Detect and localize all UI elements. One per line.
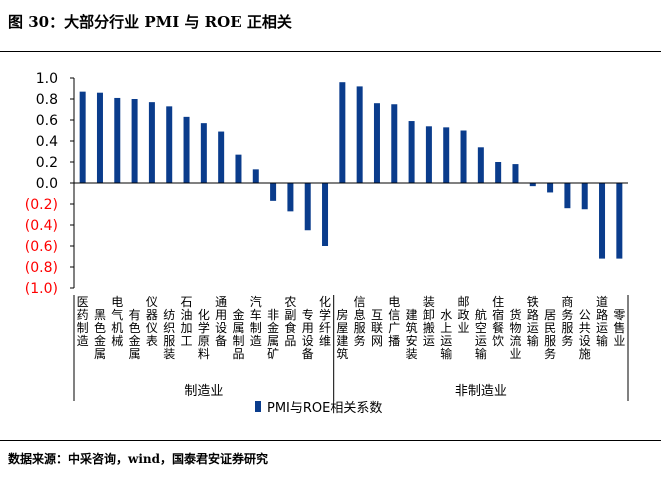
x-tick-label: 邮政业 (458, 295, 470, 335)
bar (547, 183, 554, 193)
y-tick-label: 0.8 (36, 92, 58, 108)
bar (131, 99, 138, 183)
x-tick-label: 货物流业 (509, 307, 521, 361)
x-tick-label: 化学原料 (198, 308, 210, 361)
x-tick-label: 零售业 (613, 308, 625, 348)
x-tick-label: 金属制品 (232, 307, 244, 361)
y-tick-label: (1.0) (25, 281, 58, 297)
legend-swatch (255, 401, 261, 412)
bar (356, 86, 363, 183)
bar-chart: 1.0 0.8 0.6 0.4 0.2 0.0 (0.2) (0.4) (0.6) (0.8) (1… (25, 71, 629, 416)
group-label: 制造业 (184, 384, 223, 399)
bar (270, 183, 277, 201)
bar (529, 183, 536, 187)
x-tick-label: 医药制造 (77, 295, 89, 348)
y-tick-label: (0.2) (25, 197, 58, 213)
x-tick-label: 互联网 (371, 308, 383, 348)
bar (166, 106, 173, 183)
bar (512, 164, 519, 183)
bar (339, 82, 346, 183)
bar (252, 169, 259, 183)
bar (304, 183, 311, 231)
x-tick-label: 黑色金属 (94, 308, 106, 361)
x-tick-label: 商务服务 (561, 294, 573, 348)
bar (408, 121, 415, 183)
bar (599, 183, 606, 259)
y-tick-label: (0.8) (25, 260, 58, 276)
bar (564, 183, 571, 209)
bar (373, 103, 380, 183)
y-tick-label: 1.0 (36, 71, 58, 87)
x-tick-label: 居民服务 (544, 308, 556, 361)
x-axis-labels: 医药制造黑色金属电气机械有色金属仪器仪表纺织服装石油加工化学原料通用设备金属制品… (77, 294, 626, 361)
x-tick-label: 仪器仪表 (146, 295, 158, 348)
y-tick-label: 0.0 (36, 176, 58, 192)
x-tick-label: 纺织服装 (163, 308, 175, 361)
bar (148, 102, 155, 183)
figure-title: 图 30：大部分行业 PMI 与 ROE 正相关 (8, 13, 292, 31)
x-tick-label: 电气机械 (111, 295, 123, 348)
bar (218, 131, 225, 183)
bar (460, 130, 467, 183)
x-tick-label: 石油加工 (181, 295, 193, 348)
bar (495, 162, 502, 183)
x-tick-label: 住宿餐饮 (492, 295, 504, 348)
bar (616, 183, 623, 259)
legend-label: PMI与ROE相关系数 (267, 401, 382, 416)
bar (391, 104, 398, 183)
y-axis-ticks: 1.0 0.8 0.6 0.4 0.2 0.0 (0.2) (0.4) (0.6) (0.8) (1… (25, 71, 75, 297)
y-tick-label: 0.2 (36, 155, 58, 171)
y-tick-label: (0.4) (25, 218, 58, 234)
legend: PMI与ROE相关系数 (255, 401, 382, 416)
x-tick-label: 航空运输 (475, 307, 487, 361)
top-rule (0, 51, 661, 52)
bar (477, 147, 484, 183)
x-tick-label: 建筑安装 (406, 308, 418, 361)
bar (235, 154, 242, 183)
x-tick-label: 道路运输 (596, 295, 608, 348)
x-tick-label: 信息服务 (354, 295, 366, 348)
x-tick-label: 非金属矿 (267, 308, 279, 361)
x-tick-label: 公共设施 (579, 308, 591, 361)
y-tick-label: (0.6) (25, 239, 58, 255)
group-label: 非制造业 (455, 384, 507, 399)
group-labels: 制造业 非制造业 (73, 295, 629, 401)
x-tick-label: 电信广播 (388, 295, 400, 348)
bar (443, 127, 450, 183)
x-tick-label: 农副食品 (284, 295, 296, 348)
x-tick-label: 汽车制造 (250, 294, 262, 348)
bar (322, 183, 329, 246)
x-tick-label: 装卸搬运 (423, 295, 435, 348)
x-tick-label: 房屋建筑 (336, 307, 348, 361)
x-tick-label: 专用设备 (302, 307, 314, 361)
bar (200, 123, 207, 183)
y-tick-label: 0.6 (36, 113, 58, 129)
bottom-rule (0, 440, 661, 441)
x-tick-label: 有色金属 (129, 308, 141, 361)
bar (425, 126, 432, 183)
bar (96, 92, 103, 183)
y-tick-label: 0.4 (36, 134, 58, 150)
x-tick-label: 水上运输 (440, 308, 452, 361)
bar (79, 91, 86, 183)
source-note: 数据来源：中采咨询，wind，国泰君安证券研究 (8, 452, 269, 466)
x-tick-label: 铁路运输 (527, 295, 539, 348)
x-tick-label: 通用设备 (215, 295, 227, 348)
x-tick-label: 化学纤维 (319, 295, 331, 348)
bar (581, 183, 588, 210)
bars (74, 82, 628, 259)
bar (183, 116, 190, 183)
bar (114, 97, 121, 183)
bar (287, 183, 294, 212)
